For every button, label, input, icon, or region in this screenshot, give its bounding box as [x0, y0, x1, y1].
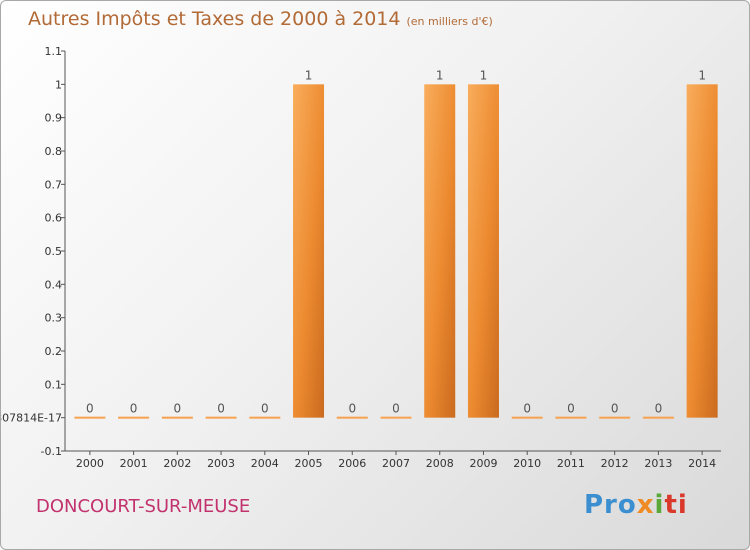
y-tick-label: 0.3 [45, 312, 63, 325]
x-tick-label: 2004 [251, 457, 279, 470]
logo-part-1: Pro [584, 490, 637, 520]
x-tick-label: 2013 [644, 457, 672, 470]
y-tick-label: 0.9 [45, 112, 63, 125]
bar-2003 [205, 416, 237, 419]
x-tick-label: 2011 [557, 457, 585, 470]
y-tick-label: 0.4 [45, 278, 63, 291]
y-tick-label: 0.2 [45, 345, 63, 358]
data-label-2008: 1 [436, 68, 444, 82]
x-tick-label: 2010 [513, 457, 541, 470]
x-tick-label: 2000 [76, 457, 104, 470]
data-label-2000: 0 [86, 402, 94, 416]
bar-2004 [249, 416, 281, 419]
bar-2010 [511, 416, 543, 419]
chart-axes: -0.1 1.3877787807814E-17 0.1 0.2 0.3 0.4 0.5 0.… [1, 45, 721, 470]
data-label-2006: 0 [348, 402, 356, 416]
y-tick-label: 1.3877787807814E-17 [1, 412, 62, 425]
data-label-2009: 1 [480, 68, 488, 82]
y-tick-label: 1.1 [45, 45, 63, 58]
logo-part-2: x [636, 490, 655, 520]
y-tick-label: 0.8 [45, 145, 63, 158]
data-label-2014: 1 [698, 68, 706, 82]
bar-2000 [74, 416, 106, 419]
data-label-2003: 0 [217, 402, 225, 416]
bar-2006 [336, 416, 368, 419]
data-label-2007: 0 [392, 402, 400, 416]
x-tick-label: 2008 [426, 457, 454, 470]
chart-data-labels: 0 0 0 0 0 1 0 0 1 1 0 0 0 0 1 [86, 68, 706, 415]
data-label-2011: 0 [567, 402, 575, 416]
chart-title: Autres Impôts et Taxes de 2000 à 2014 (en… [28, 8, 493, 30]
data-label-2013: 0 [655, 402, 663, 416]
logo-part-3: i [654, 490, 665, 520]
x-tick-label: 2003 [207, 457, 235, 470]
y-tick-label: 0.7 [45, 178, 63, 191]
place-name: DONCOURT-SUR-MEUSE [36, 496, 251, 517]
proxiti-logo: Proxiti [584, 490, 688, 520]
chart-bars [74, 84, 718, 419]
data-label-2012: 0 [611, 402, 619, 416]
bar-2005 [293, 84, 325, 418]
chart-title-text: Autres Impôts et Taxes de 2000 à 2014 [28, 8, 401, 30]
bar-2014 [686, 84, 718, 418]
y-tick-label: -0.1 [41, 445, 62, 458]
y-tick-label: 0.6 [45, 212, 63, 225]
bar-2002 [161, 416, 193, 419]
y-tick-label: 0.1 [45, 378, 63, 391]
bar-2008 [424, 84, 456, 418]
data-label-2010: 0 [523, 402, 531, 416]
y-tick-label: 0.5 [45, 245, 63, 258]
bar-2009 [467, 84, 499, 418]
data-label-2004: 0 [261, 402, 269, 416]
x-tick-label: 2002 [163, 457, 191, 470]
x-tick-label: 2012 [601, 457, 629, 470]
data-label-2005: 1 [305, 68, 313, 82]
bar-2007 [380, 416, 412, 419]
y-tick-label: 1 [55, 78, 62, 91]
x-tick-label: 2014 [688, 457, 716, 470]
bar-2012 [599, 416, 631, 419]
bar-2013 [642, 416, 674, 419]
chart-title-unit: (en milliers d'€) [406, 15, 493, 28]
bar-2001 [118, 416, 150, 419]
data-label-2001: 0 [130, 402, 138, 416]
x-tick-label: 2009 [469, 457, 497, 470]
data-label-2002: 0 [174, 402, 182, 416]
bar-2011 [555, 416, 587, 419]
x-tick-label: 2001 [120, 457, 148, 470]
x-tick-label: 2006 [338, 457, 366, 470]
x-tick-label: 2005 [295, 457, 323, 470]
x-tick-label: 2007 [382, 457, 410, 470]
logo-part-4: ti [664, 490, 688, 520]
